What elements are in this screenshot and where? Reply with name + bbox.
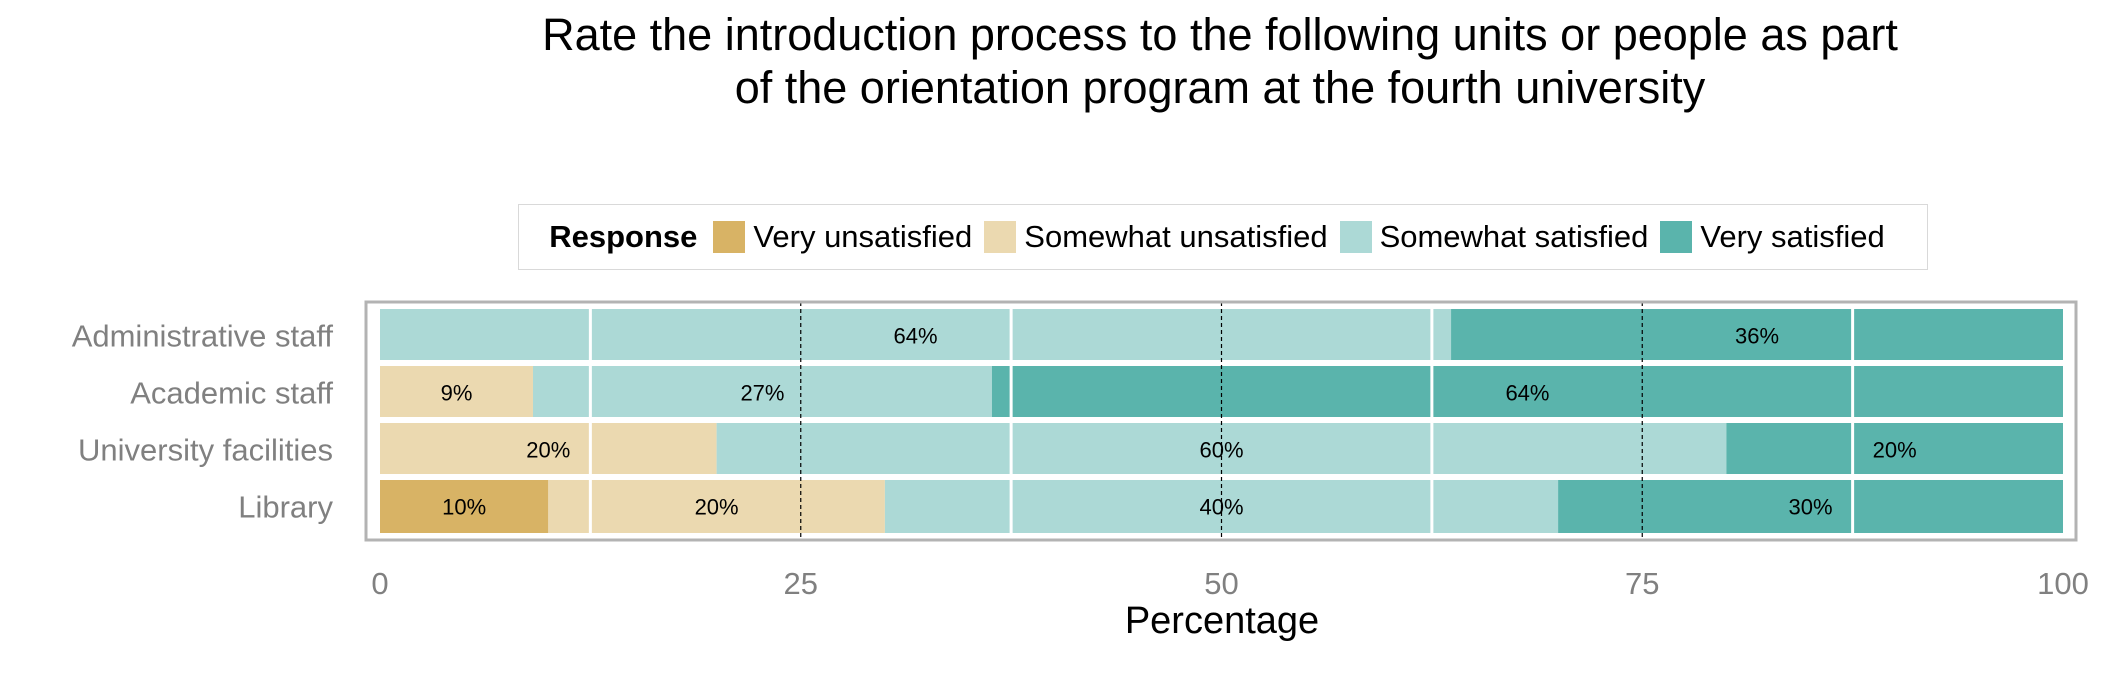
- x-tick-label: 25: [784, 566, 818, 601]
- x-tick-label: 50: [1204, 566, 1238, 601]
- legend-item-very-satisfied: Very satisfied: [1660, 219, 1885, 255]
- legend-swatch: [1660, 221, 1693, 253]
- legend-item-very-unsatisfied: Very unsatisfied: [713, 219, 972, 255]
- legend-item-somewhat-unsatisfied: Somewhat unsatisfied: [984, 219, 1328, 255]
- bar-segment: [991, 366, 2064, 419]
- category-label: Library: [238, 490, 333, 525]
- data-label: 20%: [526, 438, 570, 463]
- bar-segment: [380, 480, 549, 533]
- bar-segment: [1451, 309, 2063, 362]
- data-label: 64%: [1505, 381, 1549, 406]
- legend-title: Response: [549, 219, 698, 254]
- legend: Response Very unsatisfied Somewhat unsat…: [518, 204, 1928, 270]
- legend-swatch: [1339, 221, 1372, 253]
- bar-segment: [548, 480, 885, 533]
- legend-label: Very satisfied: [1700, 219, 1885, 254]
- category-label: Administrative staff: [72, 319, 334, 354]
- legend-label: Somewhat unsatisfied: [1024, 219, 1328, 254]
- x-tick-label: 100: [2037, 566, 2089, 601]
- chart-title: Rate the introduction process to the fol…: [542, 9, 1898, 113]
- category-label: Academic staff: [130, 376, 333, 411]
- x-tick-label: 0: [371, 566, 388, 601]
- data-label: 9%: [441, 381, 473, 406]
- bar-segment: [532, 366, 992, 419]
- bar-segment: [380, 309, 1452, 362]
- data-label: 36%: [1735, 324, 1779, 349]
- data-label: 30%: [1789, 495, 1833, 520]
- data-label: 10%: [442, 495, 486, 520]
- legend-label: Somewhat satisfied: [1379, 219, 1649, 254]
- bar-segment: [1726, 423, 2063, 476]
- data-label: 20%: [695, 495, 739, 520]
- x-tick-label: 75: [1625, 566, 1659, 601]
- legend-label: Very unsatisfied: [753, 219, 973, 254]
- legend-item-somewhat-satisfied: Somewhat satisfied: [1339, 219, 1649, 255]
- data-label: 27%: [740, 381, 784, 406]
- legend-swatch: [713, 221, 746, 253]
- legend-swatch: [984, 221, 1017, 253]
- category-label: University facilities: [78, 433, 333, 468]
- panel-border: [364, 300, 2078, 542]
- bar-segment: [380, 423, 717, 476]
- bar-segment: [380, 366, 533, 419]
- x-axis-label: Percentage: [1124, 600, 1320, 642]
- data-label: 64%: [894, 324, 938, 349]
- data-label: 20%: [1873, 438, 1917, 463]
